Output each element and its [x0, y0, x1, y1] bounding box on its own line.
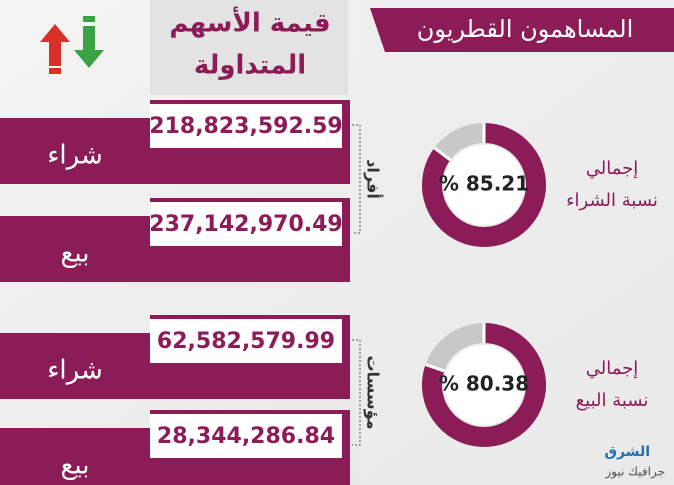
header-banner — [370, 8, 674, 52]
group-bracket — [352, 124, 361, 234]
logo-subtitle: جرافيك نيوز — [604, 465, 665, 480]
row-value: 62,582,579.99 — [157, 329, 335, 354]
header-title: المساهمون القطريون — [417, 15, 634, 43]
row-value: 237,142,970.49 — [149, 212, 342, 237]
value-box — [150, 414, 342, 458]
row-value: 218,823,592.59 — [149, 114, 342, 139]
logo-name: الشرق — [604, 444, 650, 460]
donut-hole — [444, 345, 524, 425]
donut-gap — [425, 363, 445, 373]
column-title: المتداولة — [194, 51, 306, 81]
group-label: أفراد — [364, 159, 384, 199]
column-title: قيمة الأسهم — [169, 7, 330, 39]
total-label: إجمالي — [586, 358, 639, 379]
donut-label: % 80.38 — [439, 372, 529, 396]
arrows-icon — [40, 16, 104, 74]
value-box — [150, 202, 342, 246]
value-box — [150, 319, 342, 363]
row-type: بيع — [61, 239, 90, 269]
row-value: 28,344,286.84 — [157, 424, 335, 449]
row-type: شراء — [47, 356, 103, 386]
group-bracket — [352, 339, 361, 446]
column-header-panel — [150, 0, 348, 95]
total-label: نسبة الشراء — [566, 190, 658, 211]
row-type: بيع — [61, 451, 90, 481]
row-type: شراء — [47, 141, 103, 171]
total-label: نسبة البيع — [576, 390, 649, 411]
group-label: مؤسسات — [364, 355, 383, 429]
donut-arc — [422, 323, 546, 447]
donut-arc — [422, 123, 546, 247]
value-box — [150, 104, 342, 148]
donut-hole — [444, 145, 524, 225]
donut-label: % 85.21 — [439, 172, 529, 196]
total-label: إجمالي — [586, 158, 639, 179]
donut-gap — [433, 146, 452, 162]
